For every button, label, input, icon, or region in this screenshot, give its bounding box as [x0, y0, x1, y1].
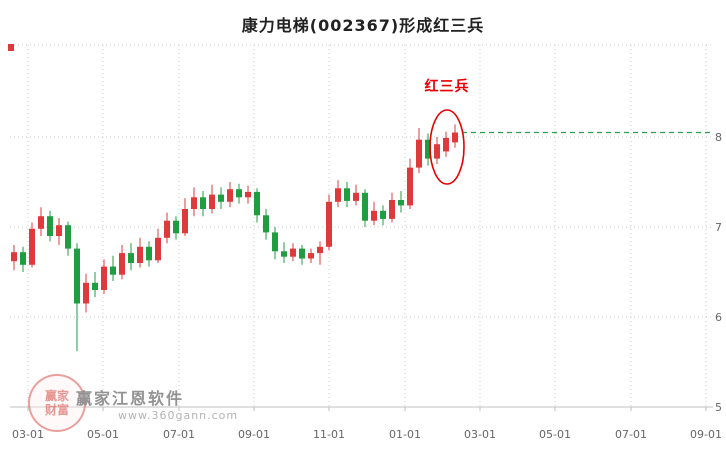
candle-body [74, 248, 80, 304]
candle-body [110, 266, 116, 275]
candle-body [119, 253, 125, 275]
candle-body [191, 197, 197, 209]
x-axis-label: 07-01 [163, 428, 195, 441]
candle-body [11, 252, 17, 262]
x-axis-label: 09-01 [690, 428, 722, 441]
red-three-soldiers-ellipse [429, 109, 465, 185]
x-axis-labels: 03-01 05-01 07-01 09-01 11-01 01-01 03-01 05-01… [12, 428, 722, 441]
y-axis-label: 7 [715, 221, 722, 234]
candle-body [272, 232, 278, 252]
candle-body [20, 252, 26, 265]
candle-body [47, 216, 53, 236]
candle-body [371, 210, 377, 221]
y-axis-label: 8 [715, 131, 722, 144]
candles [11, 124, 458, 352]
candle-body [101, 266, 107, 290]
candle-body [92, 282, 98, 290]
candle-body [362, 192, 368, 221]
x-axis-label: 11-01 [313, 428, 345, 441]
candle-body [218, 194, 224, 202]
candle-body [326, 201, 332, 247]
candle-body [407, 167, 413, 206]
candle-body [164, 220, 170, 238]
candle-body [389, 200, 395, 219]
candle-body [128, 253, 134, 263]
x-axis-label: 03-01 [12, 428, 44, 441]
candle-body [443, 137, 449, 152]
x-axis-label: 03-01 [464, 428, 496, 441]
watermark-logo: 赢家 财富 [28, 374, 86, 432]
watermark-logo-text-bottom: 财富 [44, 403, 69, 417]
candle-body [29, 228, 35, 265]
x-axis-label: 01-01 [389, 428, 421, 441]
y-axis-label: 5 [715, 401, 722, 414]
candle-body [38, 216, 44, 229]
candle-body [335, 188, 341, 202]
x-axis-label: 07-01 [615, 428, 647, 441]
candle-body [254, 191, 260, 216]
x-axis-label: 05-01 [539, 428, 571, 441]
watermark-brand: 赢家江恩软件 [76, 389, 185, 408]
candle-body [380, 210, 386, 219]
candle-body [209, 194, 215, 209]
candle-body [281, 251, 287, 257]
candle-body [299, 248, 305, 259]
candle-body [83, 282, 89, 304]
candle-body [452, 132, 458, 143]
x-axis-label: 05-01 [87, 428, 119, 441]
candle-body [146, 246, 152, 261]
candle-body [245, 191, 251, 198]
red-three-soldiers-label: 红三兵 [424, 79, 470, 95]
candle-body [155, 237, 161, 261]
candle-body [290, 248, 296, 257]
candle-body [416, 139, 422, 168]
watermark-logo-text-top: 赢家 [44, 389, 69, 403]
candle-body [200, 197, 206, 209]
grid-lines [10, 44, 713, 411]
y-axis-labels: 8 7 6 5 [715, 131, 722, 414]
top-left-marker [8, 44, 14, 51]
candle-body [236, 189, 242, 198]
candle-body [398, 200, 404, 206]
candle-body [227, 189, 233, 202]
candle-body [173, 220, 179, 234]
candle-body [263, 215, 269, 233]
candle-body [353, 192, 359, 201]
x-axis-label: 09-01 [238, 428, 270, 441]
page-title: 康力电梯(002367)形成红三兵 [241, 16, 485, 35]
candle-body [344, 188, 350, 201]
candle-body [317, 246, 323, 254]
candle-body [65, 225, 71, 249]
candle-body [56, 225, 62, 236]
candle-body [434, 144, 440, 159]
y-axis-label: 6 [715, 311, 722, 324]
candle-body [182, 209, 188, 234]
watermark-url: www.360gann.com [118, 409, 239, 422]
candle-body [425, 139, 431, 159]
candle-body [308, 253, 314, 259]
candle-body [137, 246, 143, 263]
